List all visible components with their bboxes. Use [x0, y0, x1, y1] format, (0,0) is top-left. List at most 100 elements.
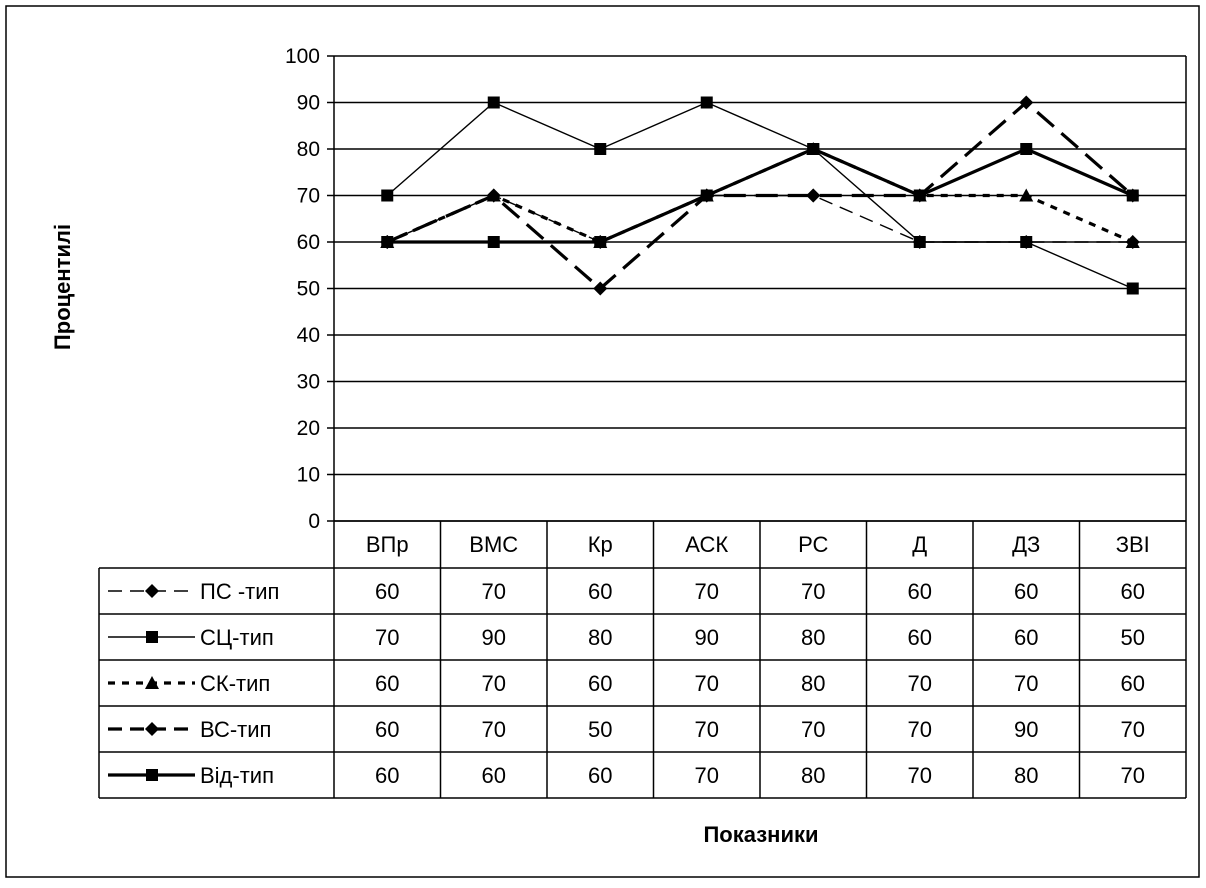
y-tick-label: 30: [297, 371, 320, 394]
y-axis-ticks: 0 10 20 30 40 50 60 70 80 90 100: [285, 45, 320, 533]
data-label: 70: [695, 579, 719, 604]
data-point: [487, 96, 500, 109]
data-label: 70: [1121, 763, 1145, 788]
y-tick-label: 90: [297, 92, 320, 115]
data-label: 90: [1014, 717, 1038, 742]
chart-border: [5, 5, 1200, 878]
data-label: 70: [1121, 717, 1145, 742]
data-label: 60: [1121, 579, 1145, 604]
data-label: 60: [908, 579, 932, 604]
data-point: [1019, 188, 1034, 202]
data-label: 70: [908, 763, 932, 788]
data-point: [593, 281, 608, 296]
data-label: 70: [375, 625, 399, 650]
legend-swatch-marker: [145, 584, 159, 598]
series-line: [387, 147, 1134, 244]
y-tick-label: 60: [297, 231, 320, 254]
x-tick-label: Кр: [588, 532, 613, 557]
legend-label: ВС-тип: [200, 717, 271, 742]
data-point: [1020, 236, 1033, 248]
data-point: [700, 96, 713, 109]
x-axis-title: Показники: [703, 822, 818, 847]
data-label: 80: [801, 625, 825, 650]
data-label: 60: [1014, 625, 1038, 650]
legend-label: СЦ-тип: [200, 625, 274, 650]
legend-swatch-marker: [146, 769, 158, 781]
y-axis-title: Процентилі: [50, 224, 75, 350]
y-tick-label: 50: [297, 278, 320, 301]
data-label: 70: [908, 671, 932, 696]
data-label: 80: [588, 625, 612, 650]
data-point: [1126, 282, 1139, 295]
series-lines: [380, 95, 1140, 296]
legend-label: ПС -тип: [200, 579, 279, 604]
y-tick-label: 40: [297, 324, 320, 347]
data-label: 70: [482, 579, 506, 604]
data-point: [913, 236, 926, 248]
data-label: 80: [801, 763, 825, 788]
data-label: 60: [908, 625, 932, 650]
legend-swatch-marker: [146, 631, 158, 643]
x-tick-label: ЗВІ: [1116, 532, 1150, 557]
data-point: [1126, 189, 1139, 202]
data-label: 60: [375, 763, 399, 788]
data-point: [807, 143, 820, 155]
data-point: [486, 188, 501, 203]
data-label: 70: [801, 717, 825, 742]
data-label: 60: [375, 717, 399, 742]
y-tick-label: 80: [297, 138, 320, 161]
data-label: 80: [801, 671, 825, 696]
data-label: 60: [375, 671, 399, 696]
x-tick-label: ДЗ: [1012, 532, 1040, 557]
data-point: [381, 236, 394, 248]
gridlines: [327, 55, 1187, 798]
y-tick-label: 20: [297, 417, 320, 440]
data-point: [487, 236, 500, 248]
data-label: 50: [1121, 625, 1145, 650]
y-tick-label: 10: [297, 464, 320, 487]
x-tick-label: Д: [912, 532, 927, 557]
series-line: [386, 101, 1134, 290]
data-label: 60: [1014, 579, 1038, 604]
data-label: 70: [482, 717, 506, 742]
data-label: 60: [1121, 671, 1145, 696]
data-label: 60: [588, 579, 612, 604]
data-point: [1019, 95, 1034, 110]
data-label: 60: [482, 763, 506, 788]
legend-label: Від-тип: [200, 763, 274, 788]
data-point: [806, 188, 821, 203]
y-tick-label: 100: [285, 45, 320, 68]
legend-label: СК-тип: [200, 671, 270, 696]
data-label: 60: [588, 763, 612, 788]
x-tick-label: РС: [798, 532, 828, 557]
series-line: [386, 100, 1134, 291]
data-point: [594, 236, 607, 248]
data-label: 60: [375, 579, 399, 604]
data-point: [1125, 235, 1140, 248]
data-label: 80: [1014, 763, 1038, 788]
data-point: [1020, 143, 1033, 155]
data-label: 70: [482, 671, 506, 696]
data-point: [700, 189, 713, 202]
y-tick-label: 70: [297, 185, 320, 208]
x-tick-label: АСК: [685, 532, 728, 557]
data-label: 70: [695, 717, 719, 742]
data-table: ВПр ВМС Кр АСК РС Д ДЗ ЗВІ ПС -тип 60 70 60 70 70 60 60…: [98, 520, 1186, 799]
data-label: 90: [695, 625, 719, 650]
data-point: [913, 189, 926, 202]
x-tick-label: ВМС: [469, 532, 518, 557]
data-point: [594, 143, 607, 155]
y-tick-label: 0: [308, 510, 320, 533]
data-label: 70: [695, 763, 719, 788]
legend-swatch-marker: [145, 676, 159, 689]
data-label: 70: [695, 671, 719, 696]
data-label: 70: [908, 717, 932, 742]
data-label: 50: [588, 717, 612, 742]
data-label: 70: [801, 579, 825, 604]
data-label: 70: [1014, 671, 1038, 696]
data-label: 60: [588, 671, 612, 696]
data-label: 90: [482, 625, 506, 650]
data-point: [381, 189, 394, 202]
